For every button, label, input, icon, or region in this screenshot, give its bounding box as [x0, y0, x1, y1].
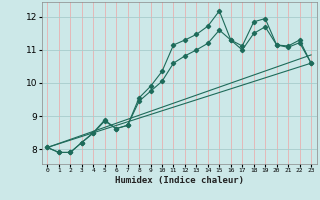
X-axis label: Humidex (Indice chaleur): Humidex (Indice chaleur) — [115, 176, 244, 185]
